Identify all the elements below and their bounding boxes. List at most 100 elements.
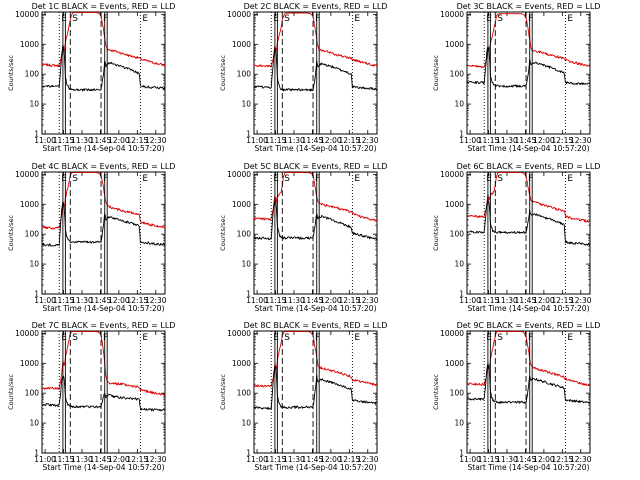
y-tick-label: 100 <box>25 230 40 239</box>
plot-frame <box>466 330 591 454</box>
x-tick-label: 11:45 <box>90 136 112 145</box>
y-tick-label: 10 <box>29 260 39 269</box>
interval-marker-label: E <box>486 14 492 24</box>
y-axis-label: Counts/sec <box>7 55 15 91</box>
y-axis-label: Counts/sec <box>432 55 440 91</box>
x-tick-label: 11:00 <box>459 136 481 145</box>
plot-frame <box>253 11 378 135</box>
x-tick-label: 12:00 <box>533 455 555 464</box>
y-axis-label: Counts/sec <box>432 374 440 410</box>
y-tick-label: 1000 <box>232 40 251 49</box>
x-tick-label: 12:30 <box>570 455 592 464</box>
x-tick-label: 12:30 <box>145 136 167 145</box>
y-axis-label: Counts/sec <box>7 374 15 410</box>
x-axis-label: Start Time (14-Sep-04 10:57:20) <box>43 304 165 313</box>
y-tick-label: 1000 <box>20 40 39 49</box>
x-tick-label: 11:30 <box>71 455 93 464</box>
x-axis-label: Start Time (14-Sep-04 10:57:20) <box>255 144 377 153</box>
y-tick-label: 1000 <box>445 40 464 49</box>
x-tick-label: 11:30 <box>283 296 305 305</box>
x-tick-label: 11:15 <box>265 455 287 464</box>
series-line-events <box>42 44 165 92</box>
y-tick-label: 1 <box>34 290 39 299</box>
interval-marker-label: E <box>273 174 279 184</box>
y-tick-label: 1 <box>246 449 251 458</box>
interval-marker-label: F <box>103 14 108 24</box>
x-axis-label: Start Time (14-Sep-04 10:57:20) <box>43 463 165 472</box>
panel-title: Det 3C BLACK = Events, RED = LLD <box>457 2 601 11</box>
detector-panel-9: Det 9C BLACK = Events, RED = LLD 1 10 100 10… <box>432 321 600 472</box>
y-tick-label: 1 <box>459 449 464 458</box>
x-tick-label: 11:15 <box>53 296 75 305</box>
plot-frame <box>253 330 378 454</box>
plot-frame <box>41 171 166 295</box>
x-tick-label: 11:45 <box>90 455 112 464</box>
interval-marker-label: S <box>284 174 290 184</box>
y-tick-label: 10 <box>454 260 464 269</box>
x-tick-label: 11:00 <box>246 296 268 305</box>
x-tick-label: 11:30 <box>71 296 93 305</box>
x-tick-label: 11:45 <box>302 136 324 145</box>
interval-marker-label: E <box>61 333 67 343</box>
y-tick-label: 10000 <box>15 329 39 338</box>
x-tick-label: 12:15 <box>552 296 574 305</box>
x-axis-label: Start Time (14-Sep-04 10:57:20) <box>468 463 590 472</box>
interval-marker-label: E <box>354 174 360 184</box>
plot-frame <box>41 330 166 454</box>
y-tick-label: 1 <box>34 449 39 458</box>
y-axis-label: Counts/sec <box>7 215 15 251</box>
x-tick-label: 11:45 <box>302 296 324 305</box>
y-tick-label: 10 <box>241 419 251 428</box>
x-tick-label: 12:00 <box>108 455 130 464</box>
y-tick-label: 10000 <box>227 10 251 19</box>
x-tick-label: 11:15 <box>265 296 287 305</box>
y-tick-label: 10000 <box>440 170 464 179</box>
interval-marker-label: S <box>72 14 78 24</box>
plot-frame <box>466 11 591 135</box>
interval-marker-label: E <box>142 174 148 184</box>
y-tick-label: 1000 <box>445 200 464 209</box>
interval-marker-label: S <box>497 14 503 24</box>
y-tick-label: 1 <box>459 130 464 139</box>
x-tick-label: 11:30 <box>496 136 518 145</box>
x-tick-label: 12:30 <box>570 296 592 305</box>
y-tick-label: 100 <box>450 389 465 398</box>
plot-frame <box>41 11 166 135</box>
interval-marker-label: S <box>72 174 78 184</box>
x-tick-label: 12:30 <box>570 136 592 145</box>
x-tick-label: 12:15 <box>552 136 574 145</box>
y-axis-label: Counts/sec <box>219 215 227 251</box>
series-line-events <box>254 366 377 411</box>
panel-title: Det 8C BLACK = Events, RED = LLD <box>244 321 388 330</box>
detector-panel-2: Det 2C BLACK = Events, RED = LLD 1 10 100 10… <box>219 2 387 153</box>
interval-marker-label: E <box>354 333 360 343</box>
interval-marker-label: S <box>284 333 290 343</box>
x-tick-label: 11:30 <box>496 455 518 464</box>
x-tick-label: 12:00 <box>533 136 555 145</box>
x-tick-label: 12:30 <box>145 455 167 464</box>
y-tick-label: 1 <box>246 290 251 299</box>
detector-panel-1: Det 1C BLACK = Events, RED = LLD 1 10 100 10… <box>7 2 175 153</box>
interval-marker-label: E <box>354 14 360 24</box>
x-tick-label: 12:30 <box>145 296 167 305</box>
x-tick-label: 12:30 <box>357 296 379 305</box>
x-tick-label: 12:00 <box>108 136 130 145</box>
interval-marker-label: E <box>486 333 492 343</box>
y-tick-label: 1000 <box>232 200 251 209</box>
y-tick-label: 100 <box>237 389 252 398</box>
interval-marker-label: S <box>497 174 503 184</box>
x-tick-label: 11:00 <box>459 455 481 464</box>
detector-panel-3: Det 3C BLACK = Events, RED = LLD 1 10 100 10… <box>432 2 600 153</box>
interval-marker-label: S <box>497 333 503 343</box>
x-tick-label: 12:15 <box>339 136 361 145</box>
interval-marker-label: F <box>103 333 108 343</box>
x-tick-label: 11:45 <box>515 455 537 464</box>
x-tick-label: 11:15 <box>53 455 75 464</box>
y-tick-label: 100 <box>237 230 252 239</box>
interval-marker-label: F <box>103 174 108 184</box>
series-line-events <box>467 46 590 88</box>
y-tick-label: 100 <box>25 70 40 79</box>
x-tick-label: 11:30 <box>283 455 305 464</box>
x-tick-label: 11:45 <box>515 136 537 145</box>
